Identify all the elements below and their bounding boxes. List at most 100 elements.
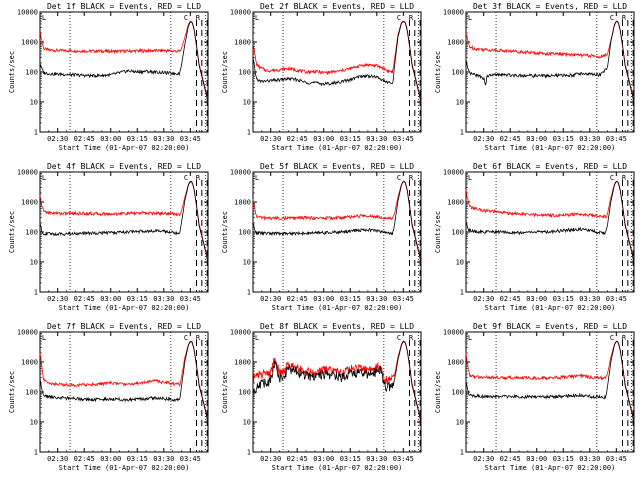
x-tick-label: 03:30 xyxy=(366,455,387,463)
chart-title: Det 9f BLACK = Events, RED = LLD xyxy=(473,322,627,331)
region-marker-r: R xyxy=(622,14,627,22)
x-tick-label: 03:15 xyxy=(340,135,361,143)
region-marker-c: C xyxy=(397,174,401,182)
chart-panel-7: Det 7f BLACK = Events, RED = LLD 1 10 100 10… xyxy=(8,322,209,472)
region-marker-c: C xyxy=(184,334,188,342)
y-tick-label: 100 xyxy=(25,389,38,397)
x-tick-label: 03:30 xyxy=(579,455,600,463)
region-marker-r: R xyxy=(622,174,627,182)
y-axis-label: Counts/sec xyxy=(434,371,442,413)
y-tick-label: 100 xyxy=(25,229,38,237)
series-line-lld xyxy=(39,340,209,423)
y-axis-label: Counts/sec xyxy=(8,371,16,413)
region-marker-c: C xyxy=(610,14,614,22)
x-tick-label: 02:45 xyxy=(500,295,521,303)
chart-panel-5: Det 5f BLACK = Events, RED = LLD 1 10 100 10… xyxy=(221,162,422,312)
y-tick-label: 1000 xyxy=(234,39,251,47)
series-line-lld xyxy=(252,340,422,422)
y-tick-label: 1000 xyxy=(21,359,38,367)
x-tick-label: 03:45 xyxy=(393,295,414,303)
y-axis-label: Counts/sec xyxy=(221,371,229,413)
x-axis-label: Start Time (01-Apr-07 02:20:00) xyxy=(485,144,616,152)
x-tick-label: 03:15 xyxy=(553,135,574,143)
x-tick-label: 03:00 xyxy=(100,295,121,303)
region-marker-c: C xyxy=(610,334,614,342)
chart-title: Det 4f BLACK = Events, RED = LLD xyxy=(47,162,201,171)
x-tick-label: 03:00 xyxy=(313,135,334,143)
y-tick-label: 1 xyxy=(460,449,464,457)
y-tick-label: 10000 xyxy=(230,9,251,17)
x-axis-label: Start Time (01-Apr-07 02:20:00) xyxy=(485,464,616,472)
chart-title: Det 1f BLACK = Events, RED = LLD xyxy=(47,2,201,11)
chart-panel-4: Det 4f BLACK = Events, RED = LLD 1 10 100 10… xyxy=(8,162,209,312)
region-marker-r: R xyxy=(622,334,627,342)
y-tick-label: 1000 xyxy=(21,39,38,47)
y-tick-label: 10 xyxy=(30,99,38,107)
x-tick-label: 03:45 xyxy=(606,295,627,303)
series-line-events xyxy=(465,21,635,104)
chart-title: Det 2f BLACK = Events, RED = LLD xyxy=(260,2,414,11)
series-line-events xyxy=(252,340,422,424)
y-tick-label: 10000 xyxy=(17,329,38,337)
x-tick-label: 02:30 xyxy=(473,135,494,143)
y-axis-label: Counts/sec xyxy=(434,51,442,93)
region-marker-c: C xyxy=(397,14,401,22)
y-tick-label: 1000 xyxy=(21,199,38,207)
plot-frame xyxy=(465,11,635,133)
x-tick-label: 02:45 xyxy=(287,135,308,143)
region-marker-r: R xyxy=(409,14,414,22)
y-tick-label: 10 xyxy=(243,419,251,427)
region-marker-l: L xyxy=(255,334,259,342)
y-tick-label: 10 xyxy=(456,99,464,107)
region-marker-l: L xyxy=(42,174,46,182)
chart-title: Det 7f BLACK = Events, RED = LLD xyxy=(47,322,201,331)
x-tick-label: 03:30 xyxy=(579,135,600,143)
x-axis-label: Start Time (01-Apr-07 02:20:00) xyxy=(272,304,403,312)
y-tick-label: 100 xyxy=(25,69,38,77)
y-tick-label: 100 xyxy=(238,69,251,77)
chart-panel-9: Det 9f BLACK = Events, RED = LLD 1 10 100 10… xyxy=(434,322,635,472)
chart-panel-2: Det 2f BLACK = Events, RED = LLD 1 10 100 10… xyxy=(221,2,422,152)
y-tick-label: 1000 xyxy=(234,199,251,207)
y-tick-label: 1 xyxy=(247,449,251,457)
series-line-lld xyxy=(39,180,209,263)
x-tick-label: 02:45 xyxy=(287,295,308,303)
x-tick-label: 02:45 xyxy=(74,455,95,463)
region-marker-c: C xyxy=(610,174,614,182)
y-tick-label: 1 xyxy=(460,289,464,297)
x-tick-label: 03:30 xyxy=(366,295,387,303)
region-marker-r: R xyxy=(196,334,201,342)
region-marker-r: R xyxy=(196,174,201,182)
series-line-events xyxy=(39,181,209,264)
y-tick-label: 10000 xyxy=(443,169,464,177)
y-tick-label: 10000 xyxy=(230,169,251,177)
x-tick-label: 03:15 xyxy=(127,295,148,303)
y-tick-label: 10 xyxy=(243,259,251,267)
x-tick-label: 03:15 xyxy=(553,455,574,463)
y-tick-label: 100 xyxy=(451,229,464,237)
x-tick-label: 03:45 xyxy=(606,455,627,463)
y-tick-label: 100 xyxy=(238,389,251,397)
series-line-events xyxy=(252,180,422,264)
region-marker-l: L xyxy=(468,334,472,342)
x-tick-label: 03:00 xyxy=(313,295,334,303)
plot-frame xyxy=(252,331,422,453)
x-axis-label: Start Time (01-Apr-07 02:20:00) xyxy=(59,144,190,152)
x-tick-label: 03:30 xyxy=(153,455,174,463)
y-tick-label: 1 xyxy=(247,289,251,297)
series-line-events xyxy=(465,341,635,424)
x-tick-label: 02:30 xyxy=(260,455,281,463)
y-tick-label: 100 xyxy=(451,389,464,397)
y-tick-label: 100 xyxy=(451,69,464,77)
y-axis-label: Counts/sec xyxy=(434,211,442,253)
region-marker-l: L xyxy=(468,14,472,22)
y-tick-label: 10 xyxy=(30,419,38,427)
region-marker-l: L xyxy=(42,14,46,22)
chart-title: Det 3f BLACK = Events, RED = LLD xyxy=(473,2,627,11)
chart-title: Det 8f BLACK = Events, RED = LLD xyxy=(260,322,414,331)
x-tick-label: 02:45 xyxy=(287,455,308,463)
x-tick-label: 03:45 xyxy=(180,295,201,303)
y-tick-label: 1 xyxy=(34,289,38,297)
y-tick-label: 10000 xyxy=(17,9,38,17)
